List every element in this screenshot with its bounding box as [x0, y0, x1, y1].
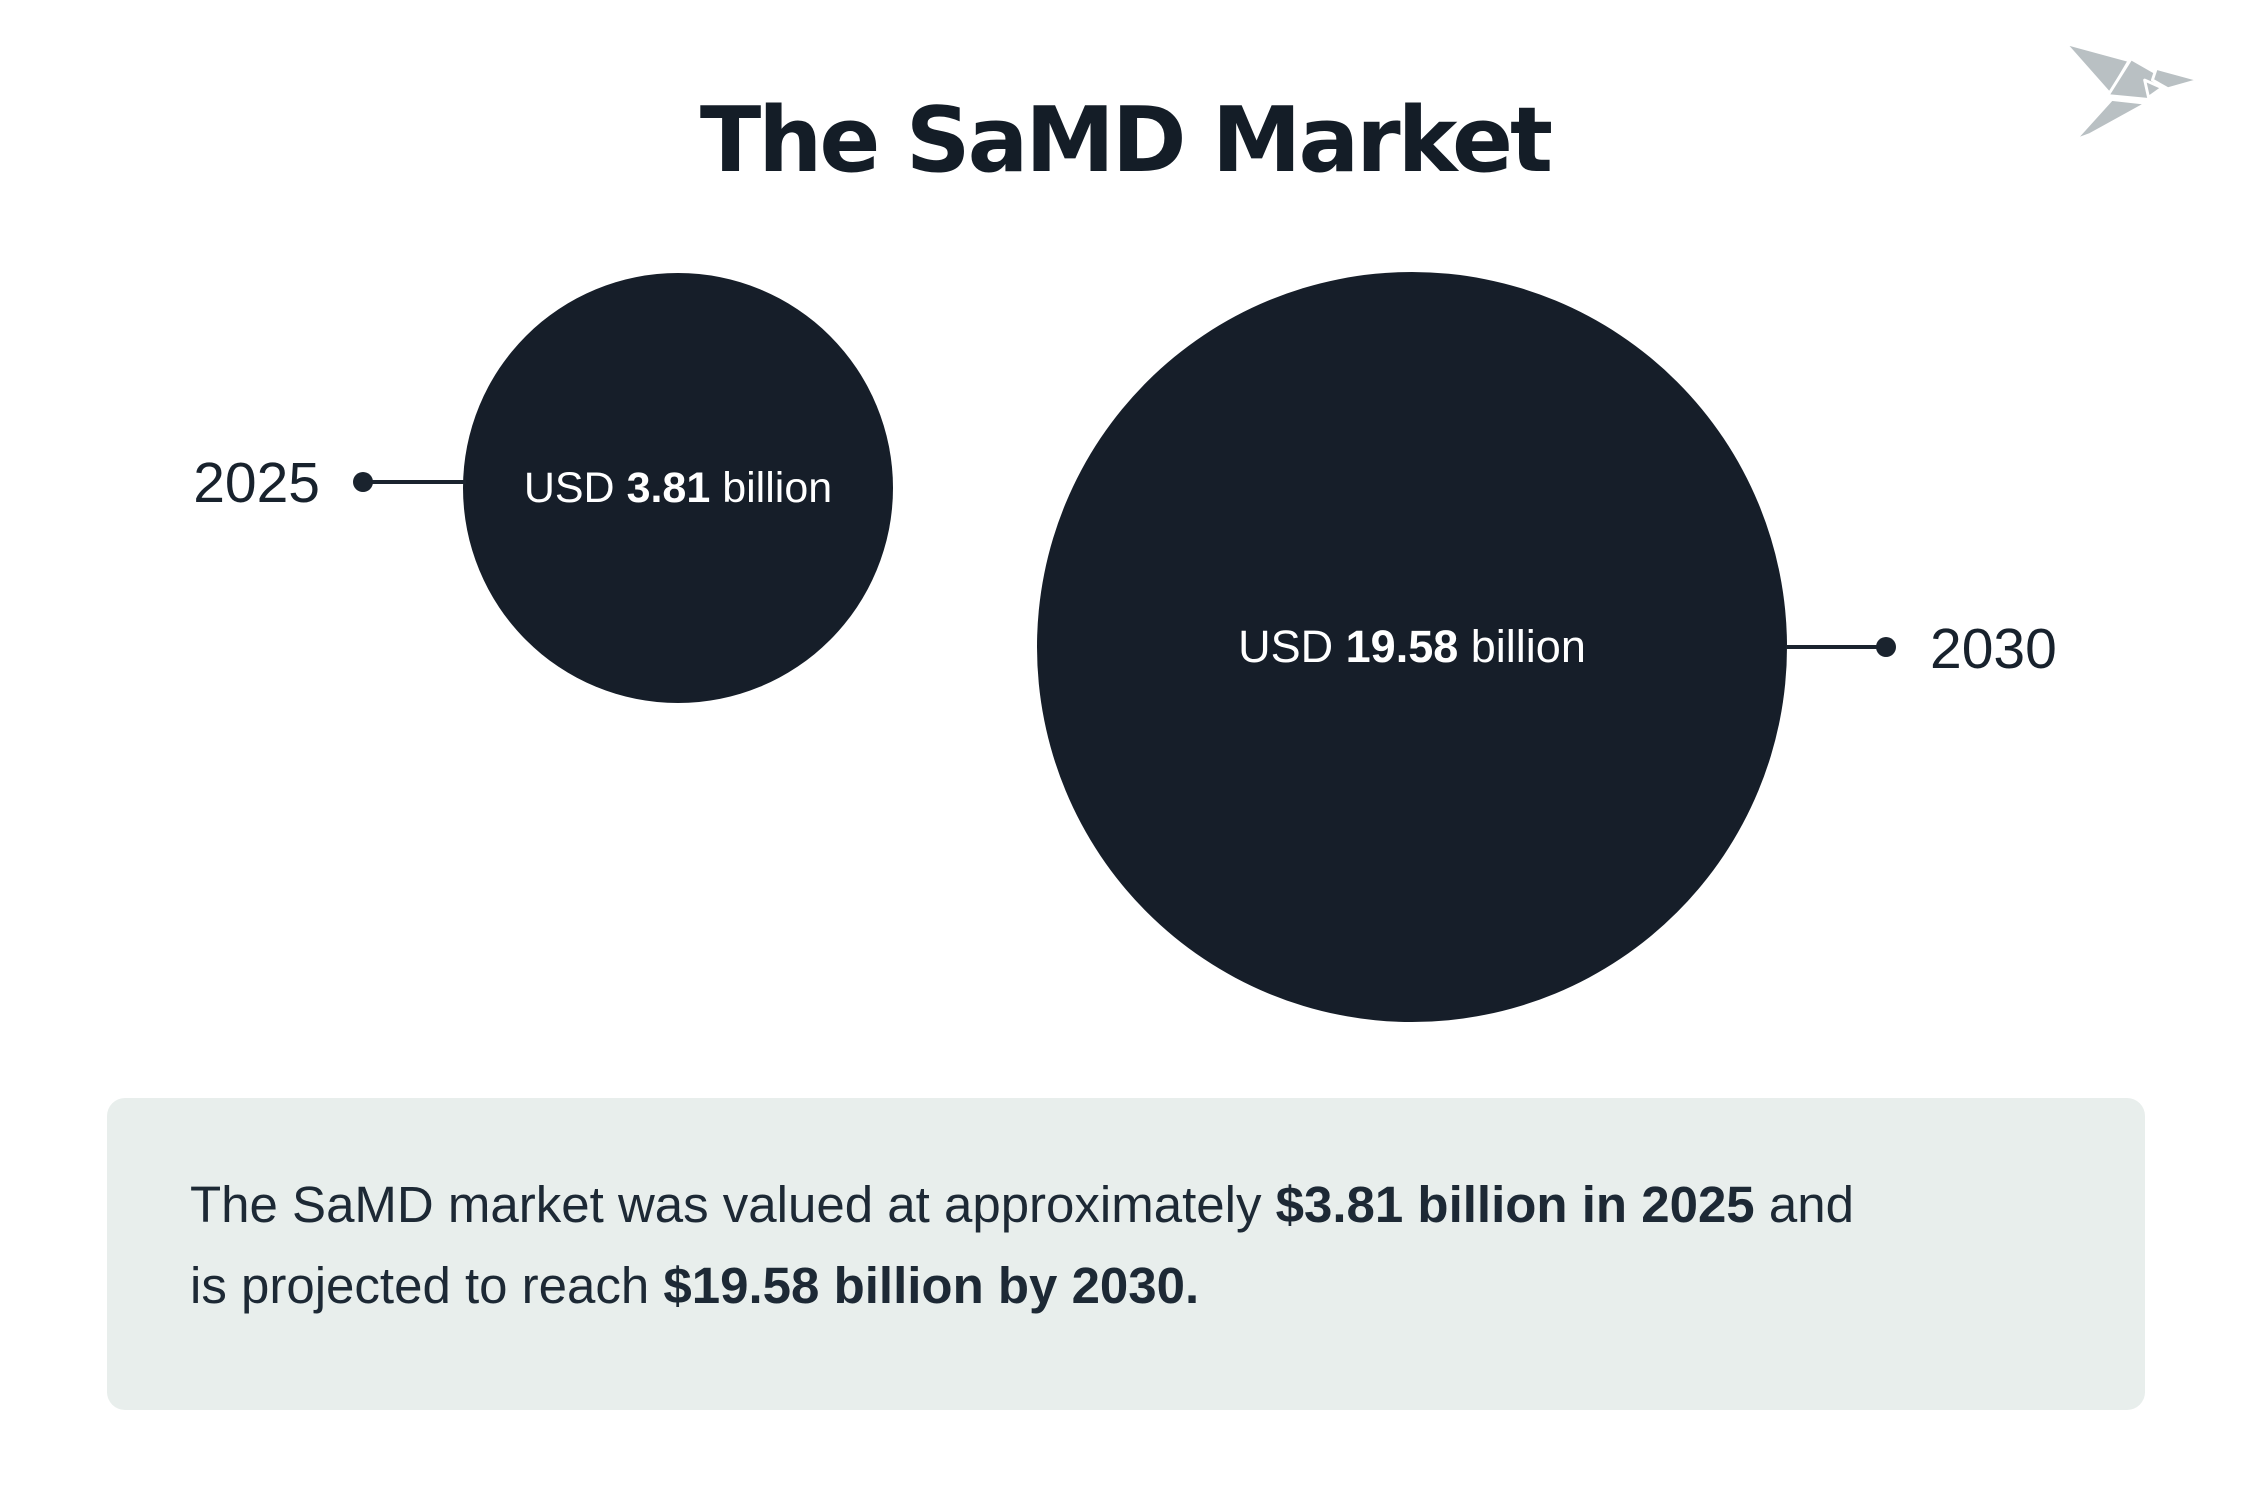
summary-text: The SaMD market was valued at approximat… [190, 1164, 1854, 1326]
summary-box: The SaMD market was valued at approximat… [107, 1098, 2145, 1410]
callout-line-2025 [371, 480, 466, 484]
bubble-2025-label-suffix: billion [710, 463, 833, 512]
callout-dot-2025 [353, 472, 373, 492]
bubble-2025-value: 3.81 [626, 463, 711, 512]
bubble-2030: USD 19.58 billion [1037, 272, 1787, 1022]
page-title: The SaMD Market [699, 88, 1553, 193]
bubble-2030-value: 19.58 [1345, 621, 1459, 672]
callout-dot-2030 [1876, 637, 1896, 657]
bubble-2025-label: USD 3.81 billion [524, 464, 832, 513]
callout-line-2030 [1786, 645, 1881, 649]
summary-line1-highlight: $3.81 billion in 2025 [1275, 1176, 1755, 1233]
origami-bird-logo-icon [2063, 41, 2201, 142]
year-label-2030: 2030 [1930, 617, 2057, 681]
bubble-2030-label-prefix: USD [1238, 621, 1346, 672]
summary-line1-text: The SaMD market was valued at approximat… [190, 1176, 1276, 1233]
bubble-2030-label: USD 19.58 billion [1238, 621, 1586, 673]
summary-line2-highlight: $19.58 billion by 2030. [663, 1257, 1200, 1314]
summary-line-1: The SaMD market was valued at approximat… [190, 1164, 1854, 1245]
year-label-2025: 2025 [193, 451, 320, 515]
summary-line-2: is projected to reach $19.58 billion by … [190, 1245, 1854, 1326]
bubble-2025: USD 3.81 billion [463, 273, 893, 703]
bubble-2025-label-prefix: USD [523, 463, 627, 512]
summary-line2-text: is projected to reach [190, 1257, 664, 1314]
summary-line1-tail: and [1754, 1176, 1854, 1233]
bubble-2030-label-suffix: billion [1458, 621, 1586, 672]
